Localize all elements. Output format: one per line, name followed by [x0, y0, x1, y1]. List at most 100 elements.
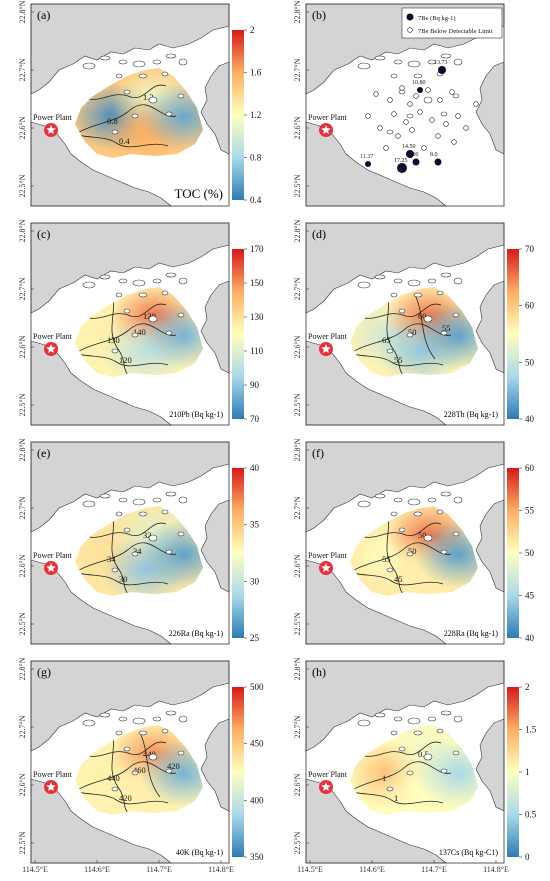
map-svg-d: 65 60 55 50 55 Power Plant (d) 228Th (Bq kg-1) 2…	[293, 219, 535, 426]
latitude-tick-label: 22.5°N	[18, 393, 27, 416]
power-plant-label: Power Plant	[308, 113, 348, 122]
station-7be	[438, 66, 446, 74]
unit-label: 40K (Bq kg-1)	[176, 848, 223, 857]
island	[357, 62, 371, 70]
island	[165, 549, 173, 555]
map-frame	[305, 441, 505, 645]
unit-label: 210Pb (Bq kg-1)	[169, 410, 223, 419]
colorbar-tick-label: 40	[525, 414, 535, 424]
island	[118, 278, 128, 284]
island	[152, 716, 162, 722]
island	[436, 509, 444, 515]
latitude-tick-label: 22.8°N	[293, 219, 302, 242]
colorbar-tick-label: 1.5	[525, 725, 537, 735]
island	[165, 768, 173, 774]
colorbar-tick-label: 90	[250, 380, 260, 390]
island	[427, 497, 437, 503]
latitude-tick-label: 22.8°N	[293, 438, 302, 461]
island	[131, 332, 139, 338]
island	[393, 716, 403, 722]
latitude-tick-label: 22.7°N	[18, 715, 27, 738]
latitude-tick-label: 22.5°N	[18, 612, 27, 635]
be-value-label: 8.0	[430, 152, 438, 158]
station-below-limit	[435, 133, 441, 139]
contour-label: 440	[143, 749, 156, 759]
colorbar-tick-label: 0	[525, 852, 530, 862]
station-below-limit	[383, 145, 389, 151]
contour-label: 0.8	[107, 116, 118, 126]
longitude-tick-label: 114.6°E	[84, 865, 110, 874]
contour-label: 0.4	[119, 136, 130, 146]
island	[111, 786, 119, 792]
island	[99, 274, 111, 280]
contour-label: 1	[382, 773, 386, 783]
island	[452, 531, 460, 537]
island	[357, 500, 371, 508]
panel-label: (d)	[312, 227, 326, 241]
contour-label: 420	[119, 793, 132, 803]
latitude-tick-label: 22.5°N	[293, 174, 302, 197]
be-value-label: 14.50	[402, 144, 416, 150]
power-plant-marker-icon	[44, 123, 58, 137]
island	[123, 89, 131, 95]
station-below-limit	[421, 145, 427, 151]
field-blob	[414, 739, 478, 808]
colorbar-tick-label: 35	[250, 520, 260, 530]
island	[138, 73, 148, 79]
colorbar-tick-label: 2	[525, 682, 530, 692]
island	[118, 716, 128, 722]
land-mass	[30, 3, 230, 207]
island	[386, 348, 394, 354]
station-below-limit	[429, 117, 435, 123]
island	[99, 55, 111, 61]
unit-label: 228Ra (Bq kg-1)	[444, 629, 499, 638]
colorbar-tick-label: 500	[250, 682, 264, 692]
station-below-limit	[473, 101, 479, 107]
map-svg-h: 1 0.5 1 Power Plant (h) 137Cs (Bq kg-C1) 22.8°…	[293, 657, 537, 874]
contour-label: 30	[119, 574, 128, 584]
island	[406, 770, 414, 776]
contour-label: 55	[442, 323, 451, 333]
island	[152, 59, 162, 65]
colorbar-tick-label: 130	[250, 312, 264, 322]
island	[413, 292, 423, 298]
field-blob	[414, 301, 478, 370]
map-svg-c: 130 120 120 140 Power Plant (c) 210Pb (Bq kg-1…	[18, 219, 264, 426]
colorbar-tick-label: 1	[525, 767, 530, 777]
latitude-tick-label: 22.7°N	[18, 58, 27, 81]
island	[452, 312, 460, 318]
be-value-label: 13.73	[434, 60, 448, 66]
island	[178, 715, 188, 723]
field-blob	[139, 301, 203, 370]
latitude-tick-label: 22.5°N	[18, 174, 27, 197]
power-plant-label: Power Plant	[33, 113, 73, 122]
station-below-limit	[451, 139, 457, 145]
contour-label: 50	[418, 530, 427, 540]
colorbar-tick-label: 30	[250, 576, 260, 586]
island	[165, 710, 177, 716]
station-below-limit	[377, 125, 383, 131]
island	[161, 290, 169, 296]
map-frame	[305, 222, 505, 426]
latitude-tick-label: 22.8°N	[18, 438, 27, 461]
island	[111, 567, 119, 573]
panel-label: (e)	[37, 446, 50, 460]
island	[440, 111, 448, 117]
power-plant-label: Power Plant	[33, 332, 73, 341]
colorbar	[507, 468, 519, 638]
power-plant-marker-icon	[319, 780, 333, 794]
station-7be	[434, 158, 442, 166]
latitude-tick-label: 22.7°N	[293, 715, 302, 738]
latitude-tick-label: 22.7°N	[18, 496, 27, 519]
island	[82, 719, 96, 727]
island	[177, 531, 185, 537]
latitude-tick-label: 22.8°N	[18, 219, 27, 242]
island	[393, 59, 403, 65]
colorbar	[507, 249, 519, 419]
island	[178, 58, 188, 66]
colorbar-tick-label: 40	[525, 633, 535, 643]
land-mass	[30, 222, 230, 426]
island	[440, 491, 452, 497]
island	[406, 332, 414, 338]
island	[148, 753, 158, 761]
